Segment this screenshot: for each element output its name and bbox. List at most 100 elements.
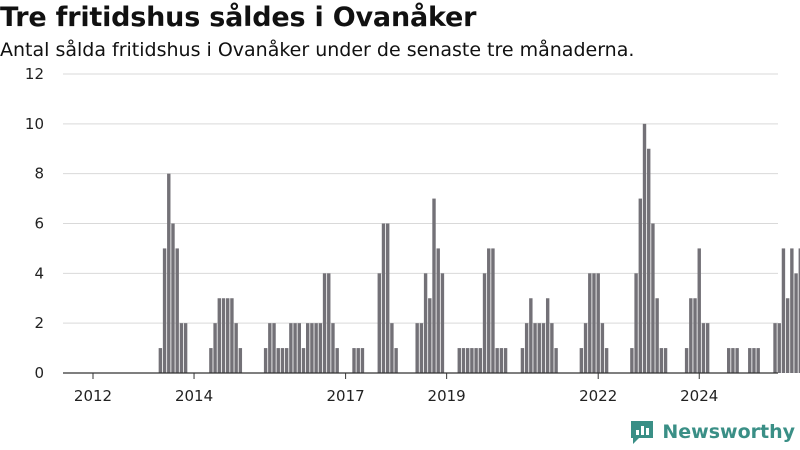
bar xyxy=(221,298,226,373)
bar xyxy=(310,323,314,373)
bar xyxy=(524,323,529,373)
bar xyxy=(183,323,188,373)
bar xyxy=(752,348,756,373)
bar xyxy=(432,198,436,373)
y-tick-label: 12 xyxy=(25,65,44,83)
bar xyxy=(790,248,794,373)
y-tick-label: 0 xyxy=(34,364,44,382)
bar xyxy=(533,323,537,373)
bar xyxy=(306,323,310,373)
bar xyxy=(465,348,470,373)
bar xyxy=(731,348,735,373)
bar xyxy=(419,323,424,373)
bar xyxy=(280,348,285,373)
bar xyxy=(263,348,268,373)
bar xyxy=(167,173,171,373)
x-tick-label: 2022 xyxy=(579,387,617,405)
bar xyxy=(554,348,558,373)
bar xyxy=(238,348,243,373)
bar xyxy=(179,323,184,373)
bar xyxy=(781,248,786,373)
bar xyxy=(457,348,461,373)
bar xyxy=(335,348,339,373)
bar xyxy=(162,248,167,373)
bar xyxy=(327,273,331,373)
bar xyxy=(272,323,276,373)
bar xyxy=(537,323,541,373)
chart-title: Tre fritidshus såldes i Ovanåker xyxy=(0,2,477,33)
bar xyxy=(735,348,739,373)
bar xyxy=(785,298,790,373)
bar xyxy=(541,323,546,373)
bar xyxy=(630,348,634,373)
brand-name: Newsworthy xyxy=(662,421,795,443)
x-tick-label: 2014 xyxy=(175,387,213,405)
bar xyxy=(352,348,356,373)
bar xyxy=(436,248,440,373)
bar xyxy=(390,323,394,373)
bar xyxy=(499,348,504,373)
bar xyxy=(234,323,238,373)
bar xyxy=(175,248,179,373)
y-tick-label: 2 xyxy=(34,314,44,332)
bar xyxy=(377,273,381,373)
bar xyxy=(474,348,478,373)
bar xyxy=(470,348,474,373)
bar xyxy=(588,273,592,373)
bar xyxy=(276,348,280,373)
bar xyxy=(386,223,390,373)
bar xyxy=(579,348,584,373)
bar xyxy=(314,323,318,373)
bar xyxy=(209,348,213,373)
x-tick-label: 2012 xyxy=(74,387,112,405)
chart-subtitle: Antal sålda fritidshus i Ovanåker under … xyxy=(0,39,635,61)
bar xyxy=(794,273,798,373)
x-tick-label: 2019 xyxy=(428,387,466,405)
bar xyxy=(495,348,499,373)
bar xyxy=(158,348,163,373)
bar xyxy=(777,323,781,373)
bar xyxy=(529,298,533,373)
bar xyxy=(289,323,293,373)
bar xyxy=(705,323,710,373)
bar xyxy=(638,198,642,373)
bar xyxy=(322,273,327,373)
bar xyxy=(331,323,335,373)
bar xyxy=(213,323,217,373)
y-tick-label: 8 xyxy=(34,165,44,183)
bar xyxy=(647,148,651,373)
bar xyxy=(381,223,386,373)
newsworthy-logo: Newsworthy xyxy=(629,419,795,445)
bar xyxy=(356,348,360,373)
bar xyxy=(284,348,289,373)
bar xyxy=(461,348,466,373)
bar xyxy=(642,123,647,373)
bar xyxy=(663,348,668,373)
bar xyxy=(226,298,230,373)
y-tick-label: 10 xyxy=(25,115,44,133)
y-tick-label: 4 xyxy=(34,264,44,282)
bar xyxy=(655,298,659,373)
bar xyxy=(301,348,306,373)
bar xyxy=(697,248,701,373)
bar xyxy=(596,273,600,373)
bar xyxy=(659,348,664,373)
bar xyxy=(701,323,706,373)
bar xyxy=(217,298,221,373)
bar xyxy=(491,248,495,373)
bar xyxy=(482,273,487,373)
bar xyxy=(478,348,483,373)
bar xyxy=(230,298,234,373)
bar xyxy=(293,323,297,373)
bar xyxy=(520,348,525,373)
bar xyxy=(415,323,419,373)
bar xyxy=(583,323,588,373)
bar xyxy=(684,348,689,373)
bar xyxy=(550,323,554,373)
bar xyxy=(604,348,609,373)
bar xyxy=(503,348,508,373)
bar xyxy=(693,298,697,373)
bar xyxy=(428,298,432,373)
bar xyxy=(689,298,693,373)
